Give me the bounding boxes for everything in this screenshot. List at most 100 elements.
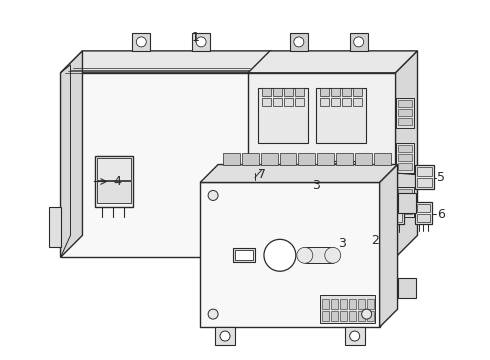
Bar: [358, 311, 365, 321]
Bar: [347, 199, 368, 210]
Bar: [283, 222, 299, 235]
Bar: [280, 153, 296, 165]
Bar: [382, 198, 401, 208]
Bar: [367, 299, 374, 309]
Circle shape: [297, 247, 313, 263]
Bar: [322, 299, 329, 309]
Bar: [331, 311, 338, 321]
Circle shape: [362, 309, 371, 319]
Text: 5: 5: [438, 171, 445, 184]
Bar: [395, 188, 414, 217]
Bar: [320, 88, 329, 96]
Bar: [397, 198, 412, 206]
Bar: [96, 156, 133, 207]
Bar: [366, 197, 384, 215]
Circle shape: [325, 247, 341, 263]
Bar: [331, 98, 340, 106]
Bar: [333, 222, 349, 235]
Bar: [331, 183, 351, 237]
Bar: [330, 161, 355, 190]
Bar: [258, 88, 308, 143]
Bar: [258, 189, 274, 202]
Bar: [262, 88, 271, 96]
Bar: [340, 311, 347, 321]
Polygon shape: [61, 51, 272, 73]
Bar: [298, 153, 315, 165]
Polygon shape: [200, 183, 380, 327]
Text: 6: 6: [438, 208, 445, 221]
Bar: [98, 181, 131, 203]
Bar: [397, 163, 412, 170]
Bar: [281, 183, 301, 237]
Circle shape: [354, 37, 364, 47]
Bar: [416, 215, 431, 222]
Polygon shape: [380, 165, 397, 327]
Text: 1: 1: [191, 31, 199, 44]
Bar: [342, 88, 351, 96]
Bar: [223, 153, 240, 165]
Circle shape: [136, 37, 147, 47]
Bar: [416, 204, 431, 212]
Bar: [345, 197, 369, 228]
Polygon shape: [350, 33, 368, 51]
Bar: [284, 98, 293, 106]
Bar: [215, 327, 235, 345]
Bar: [347, 211, 368, 225]
Bar: [256, 183, 276, 237]
Polygon shape: [61, 51, 82, 257]
Circle shape: [264, 239, 296, 271]
Bar: [300, 175, 318, 193]
Bar: [308, 222, 324, 235]
Bar: [397, 100, 412, 107]
Bar: [233, 248, 255, 262]
Bar: [333, 206, 349, 219]
Bar: [235, 250, 253, 260]
Bar: [415, 202, 433, 224]
Bar: [284, 88, 293, 96]
Circle shape: [350, 331, 360, 341]
Circle shape: [196, 37, 206, 47]
Bar: [415, 165, 435, 189]
Bar: [262, 98, 271, 106]
Bar: [322, 197, 340, 215]
Circle shape: [220, 331, 230, 341]
Text: 2: 2: [371, 234, 379, 247]
Bar: [278, 175, 296, 193]
Polygon shape: [248, 51, 417, 73]
Bar: [225, 258, 247, 267]
Bar: [256, 219, 274, 236]
Polygon shape: [200, 165, 397, 183]
Bar: [397, 154, 412, 161]
Bar: [278, 197, 296, 215]
Polygon shape: [248, 73, 395, 257]
Bar: [332, 163, 353, 172]
Text: 7: 7: [258, 167, 266, 180]
Bar: [295, 88, 304, 96]
Polygon shape: [192, 33, 210, 51]
Bar: [342, 98, 351, 106]
Bar: [322, 175, 340, 193]
Bar: [343, 219, 362, 236]
Bar: [273, 88, 282, 96]
Bar: [345, 327, 365, 345]
Bar: [322, 311, 329, 321]
Bar: [343, 197, 362, 215]
Text: 3: 3: [312, 179, 320, 192]
Bar: [380, 197, 404, 224]
Bar: [305, 247, 333, 263]
Bar: [256, 175, 274, 193]
Bar: [336, 153, 353, 165]
Bar: [258, 222, 274, 235]
Bar: [416, 177, 433, 188]
Polygon shape: [290, 33, 308, 51]
Bar: [332, 175, 353, 189]
Bar: [316, 88, 366, 143]
Bar: [397, 109, 412, 116]
Polygon shape: [61, 73, 250, 257]
Bar: [355, 153, 372, 165]
Bar: [397, 207, 412, 215]
Circle shape: [208, 309, 218, 319]
Bar: [353, 98, 362, 106]
Bar: [49, 207, 61, 247]
Bar: [308, 206, 324, 219]
